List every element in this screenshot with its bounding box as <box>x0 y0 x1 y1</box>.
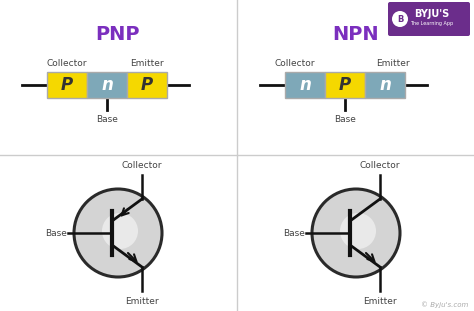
Text: Collector: Collector <box>360 160 400 169</box>
Text: P: P <box>141 76 153 94</box>
Text: P: P <box>339 76 351 94</box>
Text: P: P <box>61 76 73 94</box>
Text: Emitter: Emitter <box>376 59 410 68</box>
Text: Emitter: Emitter <box>125 296 159 305</box>
Text: n: n <box>299 76 311 94</box>
Text: Base: Base <box>96 115 118 124</box>
Circle shape <box>392 11 408 27</box>
Circle shape <box>340 213 376 249</box>
Text: Collector: Collector <box>47 59 87 68</box>
Circle shape <box>102 213 138 249</box>
Circle shape <box>312 189 400 277</box>
Text: Base: Base <box>45 229 67 238</box>
Text: n: n <box>379 76 391 94</box>
Text: Emitter: Emitter <box>363 296 397 305</box>
Bar <box>365 72 405 98</box>
Bar <box>285 72 325 98</box>
Bar <box>325 72 365 98</box>
Text: BYJU'S: BYJU'S <box>414 9 450 19</box>
Bar <box>47 72 87 98</box>
Text: B: B <box>397 15 403 24</box>
Text: Collector: Collector <box>275 59 315 68</box>
Text: © Byju's.com: © Byju's.com <box>420 302 468 308</box>
Text: Collector: Collector <box>122 160 162 169</box>
Bar <box>127 72 167 98</box>
Text: NPN: NPN <box>333 26 379 44</box>
FancyBboxPatch shape <box>388 2 470 36</box>
Text: Base: Base <box>334 115 356 124</box>
Text: Emitter: Emitter <box>130 59 164 68</box>
Circle shape <box>74 189 162 277</box>
Text: n: n <box>101 76 113 94</box>
Text: Base: Base <box>283 229 305 238</box>
Text: PNP: PNP <box>96 26 140 44</box>
Bar <box>87 72 127 98</box>
Text: The Learning App: The Learning App <box>410 21 454 26</box>
